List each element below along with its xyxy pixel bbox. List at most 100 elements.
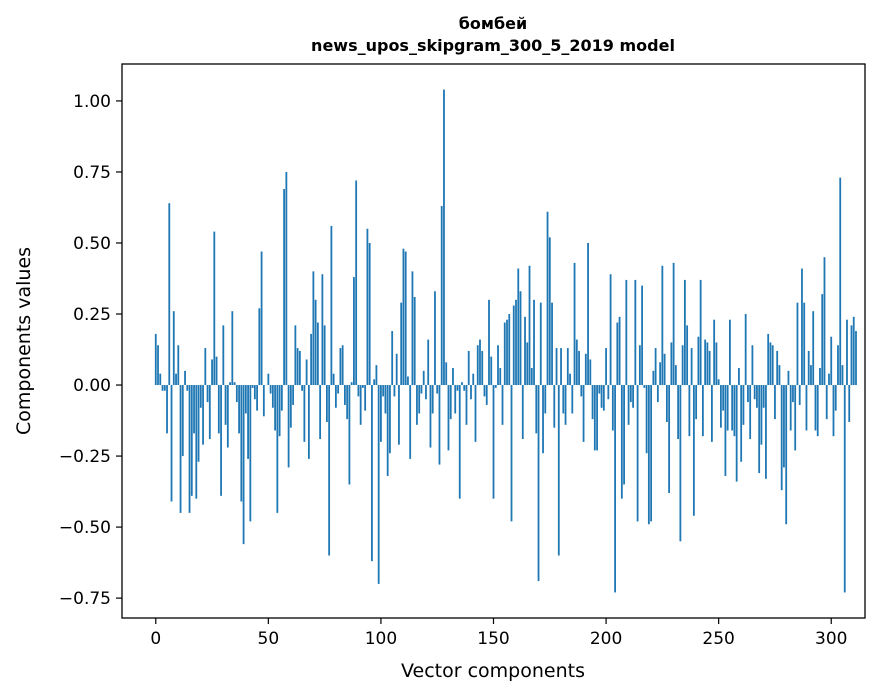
bar (166, 385, 168, 434)
bar (157, 345, 159, 386)
bar (760, 385, 763, 445)
bar (733, 385, 736, 437)
bar (377, 385, 380, 584)
bar (337, 385, 340, 394)
bar (438, 385, 441, 465)
bar (544, 385, 547, 414)
bar (429, 385, 432, 448)
bar (393, 385, 396, 397)
bar (350, 382, 353, 386)
bar (656, 385, 659, 403)
bar (717, 379, 720, 386)
bar (517, 268, 520, 386)
bar (834, 385, 837, 411)
x-tick-label: 0 (150, 629, 161, 649)
bar (807, 350, 810, 386)
bar (578, 350, 580, 386)
bar (744, 314, 747, 386)
bar (751, 345, 754, 386)
bar (280, 385, 283, 411)
bar (587, 242, 589, 386)
bar (620, 385, 623, 499)
bar (749, 385, 752, 440)
bar (294, 325, 297, 386)
bars-group (154, 89, 857, 593)
bar (452, 367, 454, 386)
x-tick-label: 150 (477, 629, 509, 649)
bar (359, 385, 362, 425)
bar (427, 339, 430, 386)
bar (256, 385, 258, 411)
bar (501, 385, 504, 425)
bar (278, 385, 281, 437)
bar (233, 382, 236, 386)
bar (589, 359, 592, 386)
bar (738, 367, 740, 386)
bar (413, 296, 416, 386)
bar (310, 333, 313, 386)
chart-subtitle: news_upos_skipgram_300_5_2019 model (311, 36, 675, 55)
bar (674, 365, 677, 386)
bar (771, 345, 774, 386)
bar (695, 385, 698, 420)
bar (389, 385, 391, 454)
bar (641, 285, 643, 386)
bar (663, 353, 666, 386)
bar (222, 325, 225, 386)
bar (573, 262, 576, 386)
bar (546, 211, 549, 386)
bar (722, 385, 725, 411)
bar (810, 365, 812, 386)
bar (436, 385, 439, 394)
bar (533, 299, 535, 386)
bar (404, 251, 407, 386)
bar (607, 385, 610, 400)
bar (202, 385, 204, 445)
bar (593, 385, 596, 451)
bar (659, 362, 662, 386)
bar (623, 385, 625, 485)
bar (778, 365, 781, 386)
bar (220, 385, 222, 496)
y-axis-label: Components values (13, 247, 35, 435)
bar (488, 299, 490, 386)
bar (600, 385, 603, 408)
bar (400, 302, 403, 386)
bar (616, 322, 619, 386)
bar (530, 367, 533, 386)
bar (247, 385, 249, 459)
bar (375, 365, 378, 386)
bar (654, 348, 657, 386)
bar (769, 342, 772, 386)
bar (285, 171, 288, 386)
bar (449, 385, 452, 420)
bar (334, 385, 337, 408)
bar (316, 322, 319, 386)
bar (611, 385, 614, 431)
bar (591, 385, 594, 420)
bar (699, 279, 702, 386)
x-axis-ticks: 0 50 100 150 200 250 300 (150, 618, 847, 649)
bar (747, 385, 749, 403)
bar (328, 385, 331, 556)
bar (154, 333, 157, 386)
bar (321, 274, 324, 386)
bar (213, 231, 216, 386)
y-tick-label: 0.50 (73, 234, 111, 254)
bar (562, 385, 565, 414)
bar (382, 385, 385, 397)
bar (224, 385, 227, 425)
bar (353, 277, 355, 386)
bar (188, 385, 191, 513)
bar (762, 385, 765, 408)
bar (557, 385, 560, 556)
bar (627, 385, 630, 425)
bar (720, 385, 722, 428)
bar (796, 302, 799, 386)
bar (440, 206, 443, 386)
bar (208, 385, 211, 440)
bar (787, 370, 790, 386)
bar (625, 279, 628, 386)
bar (783, 385, 785, 468)
x-tick-label: 200 (590, 629, 622, 649)
